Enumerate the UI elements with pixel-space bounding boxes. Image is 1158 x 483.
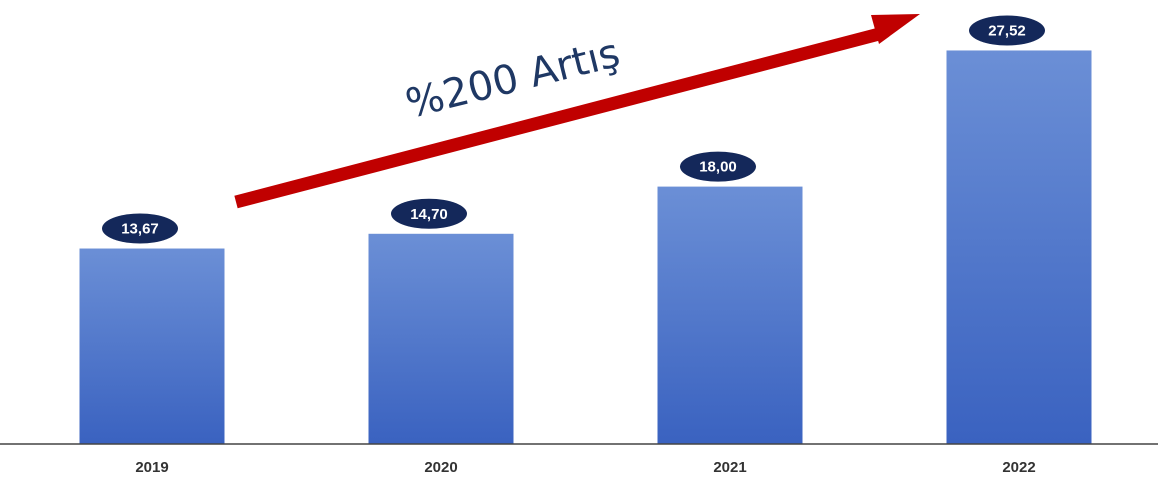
value-label-2022: 27,52 [988,22,1026,39]
growth-arrow-shaft [234,26,885,209]
x-tick-label-2021: 2021 [713,459,746,476]
value-labels: 13,67 14,70 18,00 27,52 [102,15,1045,244]
x-tick-label-2020: 2020 [424,459,457,476]
value-label-2020: 14,70 [410,206,448,223]
value-bubble-2021 [680,151,756,182]
bar-2020 [368,233,514,444]
value-bubble-2020 [391,198,467,229]
x-tick-label-2019: 2019 [135,459,168,476]
value-label-2021: 18,00 [699,159,737,176]
growth-arrow [234,14,920,209]
value-bubble-2019 [102,213,178,244]
bars [79,50,1092,445]
bar-2021 [657,186,803,444]
bar-2022 [946,50,1092,445]
bar-2019 [79,248,225,444]
value-bubble-2022 [969,15,1045,46]
x-tick-label-2022: 2022 [1002,459,1035,476]
x-axis-ticks: 2019 2020 2021 2022 [135,459,1035,476]
growth-arrow-head [871,14,920,44]
value-label-2019: 13,67 [121,221,159,238]
